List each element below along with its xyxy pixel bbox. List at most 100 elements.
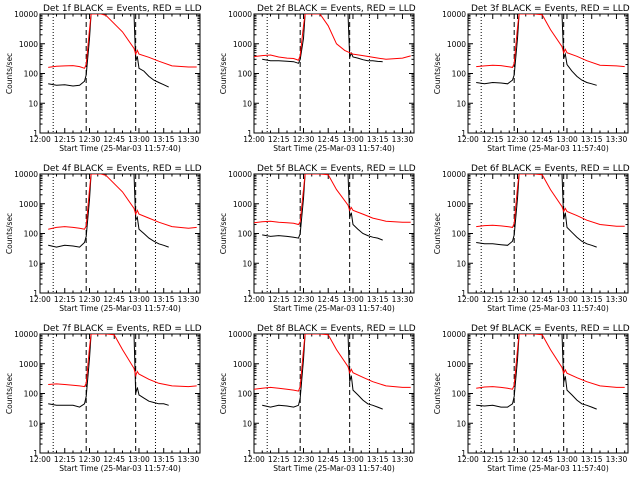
y-tick-label: 100 <box>452 70 467 79</box>
y-axis-label: Counts/sec <box>433 373 442 414</box>
y-tick-label: 1000 <box>233 40 252 49</box>
y-tick-label: 10000 <box>14 330 38 339</box>
x-tick-label: 13:00 <box>342 455 364 464</box>
x-tick-label: 13:30 <box>606 455 628 464</box>
detector-panel-8: Det 8f BLACK = Events, RED = LLD 1 10 100 10… <box>219 324 416 473</box>
x-tick-label: 13:30 <box>178 455 200 464</box>
x-tick-label: 12:00 <box>29 295 51 304</box>
x-tick-label: 13:00 <box>342 295 364 304</box>
detector-panel-4: Det 4f BLACK = Events, RED = LLD 1 10 100 10… <box>5 164 202 313</box>
y-tick-label: 10 <box>28 419 38 428</box>
x-tick-label: 13:30 <box>606 295 628 304</box>
panel-title: Det 6f BLACK = Events, RED = LLD <box>471 164 630 174</box>
x-tick-label: 12:45 <box>317 295 339 304</box>
x-tick-label: 12:15 <box>482 135 504 144</box>
series-line-lld <box>476 14 625 68</box>
x-tick-label: 13:30 <box>392 295 414 304</box>
x-tick-label: 12:15 <box>268 455 290 464</box>
series-line-events <box>48 14 169 88</box>
series-line-events <box>262 14 383 64</box>
x-tick-label: 12:30 <box>79 295 101 304</box>
x-tick-label: 12:30 <box>507 295 529 304</box>
plot-frame <box>39 333 201 454</box>
x-tick-label: 12:45 <box>531 295 553 304</box>
y-tick-label: 100 <box>452 390 467 399</box>
x-tick-label: 13:15 <box>153 135 175 144</box>
x-tick-label: 12:00 <box>243 135 265 144</box>
y-tick-label: 10 <box>242 419 252 428</box>
y-tick-label: 100 <box>238 230 253 239</box>
x-tick-label: 13:15 <box>153 455 175 464</box>
y-tick-label: 100 <box>452 230 467 239</box>
x-axis-label: Start Time (25-Mar-03 11:57:40) <box>59 464 181 473</box>
y-tick-label: 10000 <box>228 330 252 339</box>
y-tick-label: 1 <box>461 129 466 138</box>
plot-frame <box>467 13 629 134</box>
x-tick-label: 12:15 <box>268 295 290 304</box>
x-axis-label: Start Time (25-Mar-03 11:57:40) <box>273 464 395 473</box>
x-tick-label: 13:30 <box>178 295 200 304</box>
x-tick-label: 12:45 <box>317 455 339 464</box>
x-tick-label: 13:15 <box>581 455 603 464</box>
x-tick-label: 13:00 <box>128 455 150 464</box>
plot-frame <box>467 333 629 454</box>
x-tick-label: 12:00 <box>457 295 479 304</box>
series-line-lld <box>254 174 411 226</box>
series-line-lld <box>254 334 411 392</box>
x-tick-label: 13:30 <box>178 135 200 144</box>
x-tick-label: 12:15 <box>54 455 76 464</box>
x-tick-label: 13:30 <box>392 135 414 144</box>
y-tick-label: 1000 <box>19 360 38 369</box>
x-tick-label: 12:00 <box>29 455 51 464</box>
series-line-events <box>476 174 597 248</box>
detector-panel-7: Det 7f BLACK = Events, RED = LLD 1 10 100 10… <box>5 324 202 473</box>
y-axis-label: Counts/sec <box>219 53 228 94</box>
x-tick-label: 13:15 <box>367 135 389 144</box>
panel-title: Det 3f BLACK = Events, RED = LLD <box>471 4 630 14</box>
detector-panel-9: Det 9f BLACK = Events, RED = LLD 1 10 100 10… <box>433 324 630 473</box>
x-tick-label: 13:15 <box>581 295 603 304</box>
panel-title: Det 9f BLACK = Events, RED = LLD <box>471 324 630 334</box>
series-line-events <box>48 334 169 408</box>
y-axis-label: Counts/sec <box>5 213 14 254</box>
plot-frame <box>253 173 415 294</box>
x-axis-label: Start Time (25-Mar-03 11:57:40) <box>487 304 609 313</box>
y-axis-label: Counts/sec <box>433 213 442 254</box>
y-axis-label: Counts/sec <box>219 373 228 414</box>
x-tick-label: 13:30 <box>606 135 628 144</box>
x-tick-label: 13:00 <box>556 455 578 464</box>
series-line-events <box>262 174 383 241</box>
x-tick-label: 12:15 <box>54 295 76 304</box>
series-line-lld <box>48 174 197 230</box>
y-tick-label: 100 <box>24 70 39 79</box>
x-tick-label: 13:15 <box>581 135 603 144</box>
panel-title: Det 5f BLACK = Events, RED = LLD <box>257 164 416 174</box>
y-tick-label: 10 <box>28 99 38 108</box>
series-line-events <box>476 334 597 410</box>
x-tick-label: 12:00 <box>457 135 479 144</box>
x-tick-label: 13:00 <box>556 295 578 304</box>
y-tick-label: 10 <box>28 259 38 268</box>
x-tick-label: 12:45 <box>317 135 339 144</box>
x-tick-label: 13:00 <box>128 295 150 304</box>
x-tick-label: 12:45 <box>103 455 125 464</box>
x-tick-label: 13:15 <box>367 455 389 464</box>
x-tick-label: 12:30 <box>79 135 101 144</box>
panel-title: Det 4f BLACK = Events, RED = LLD <box>43 164 202 174</box>
x-tick-label: 12:30 <box>293 455 315 464</box>
x-tick-label: 12:00 <box>29 135 51 144</box>
plot-frame <box>253 13 415 134</box>
x-tick-label: 13:15 <box>153 295 175 304</box>
series-line-lld <box>48 334 197 388</box>
y-tick-label: 100 <box>238 390 253 399</box>
panel-title: Det 1f BLACK = Events, RED = LLD <box>43 4 202 14</box>
x-axis-label: Start Time (25-Mar-03 11:57:40) <box>59 144 181 153</box>
y-tick-label: 10000 <box>442 170 466 179</box>
detector-panel-6: Det 6f BLACK = Events, RED = LLD 1 10 100 10… <box>433 164 630 313</box>
x-tick-label: 13:00 <box>342 135 364 144</box>
y-tick-label: 10 <box>242 259 252 268</box>
y-tick-label: 100 <box>24 230 39 239</box>
y-tick-label: 10000 <box>14 10 38 19</box>
y-tick-label: 1000 <box>447 200 466 209</box>
